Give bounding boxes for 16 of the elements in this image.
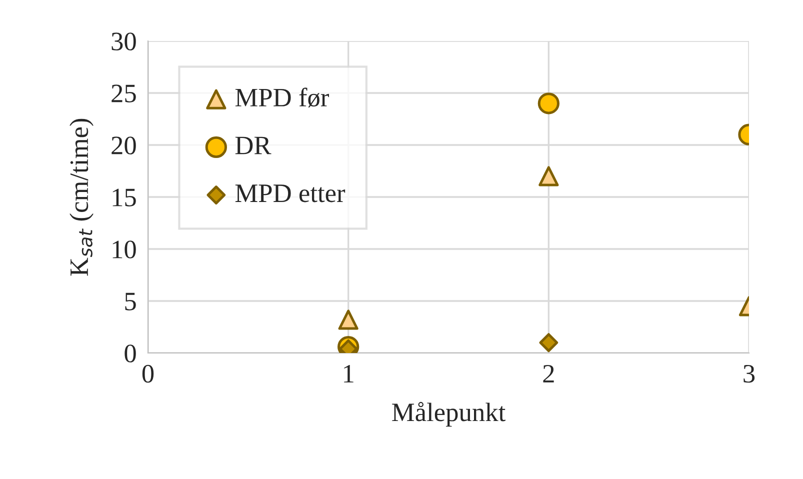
x-tick-label: 0 <box>142 364 154 383</box>
y-tick-label: 20 <box>112 136 136 154</box>
y-tick-label: 25 <box>112 84 136 102</box>
y-tick-label: 30 <box>112 32 136 50</box>
x-tick-label: 1 <box>344 365 354 382</box>
y-axis-title: K$_{sat}$ (cm/time) <box>70 118 94 276</box>
y-tick-label: 15 <box>112 188 136 206</box>
x-axis-title: Målepunkt <box>392 402 506 427</box>
x-tick-label: 3 <box>744 364 755 383</box>
y-tick-label: 10 <box>112 240 136 258</box>
legend-label: DR <box>235 136 272 154</box>
legend-label: MPD før <box>235 88 329 108</box>
y-tick-label: 0 <box>124 344 136 362</box>
legend-label: MPD etter <box>235 184 346 202</box>
x-tick-label: 2 <box>543 364 554 382</box>
y-tick-label: 5 <box>125 292 136 310</box>
